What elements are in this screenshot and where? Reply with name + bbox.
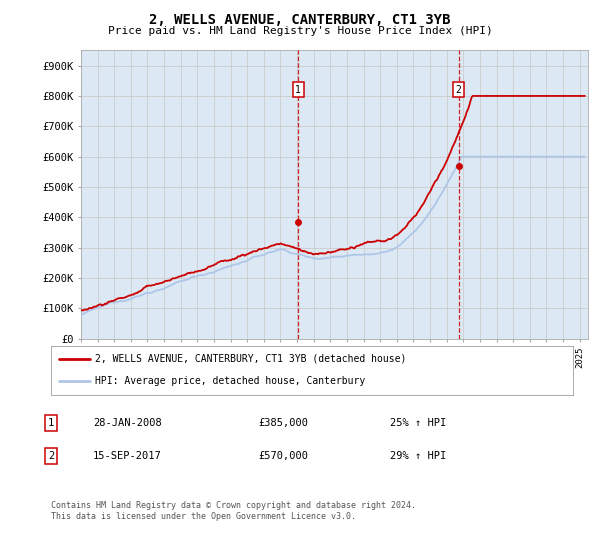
Text: 2: 2 xyxy=(48,451,54,461)
Text: £570,000: £570,000 xyxy=(258,451,308,461)
Text: 1: 1 xyxy=(48,418,54,428)
Text: Price paid vs. HM Land Registry's House Price Index (HPI): Price paid vs. HM Land Registry's House … xyxy=(107,26,493,36)
Text: 2: 2 xyxy=(455,85,461,95)
Text: 15-SEP-2017: 15-SEP-2017 xyxy=(93,451,162,461)
Text: 2, WELLS AVENUE, CANTERBURY, CT1 3YB (detached house): 2, WELLS AVENUE, CANTERBURY, CT1 3YB (de… xyxy=(95,354,407,364)
Text: 28-JAN-2008: 28-JAN-2008 xyxy=(93,418,162,428)
Text: HPI: Average price, detached house, Canterbury: HPI: Average price, detached house, Cant… xyxy=(95,376,365,386)
Text: 25% ↑ HPI: 25% ↑ HPI xyxy=(390,418,446,428)
Text: Contains HM Land Registry data © Crown copyright and database right 2024.
This d: Contains HM Land Registry data © Crown c… xyxy=(51,501,416,521)
Text: 29% ↑ HPI: 29% ↑ HPI xyxy=(390,451,446,461)
Text: 2, WELLS AVENUE, CANTERBURY, CT1 3YB: 2, WELLS AVENUE, CANTERBURY, CT1 3YB xyxy=(149,13,451,27)
Text: 1: 1 xyxy=(295,85,301,95)
Text: £385,000: £385,000 xyxy=(258,418,308,428)
